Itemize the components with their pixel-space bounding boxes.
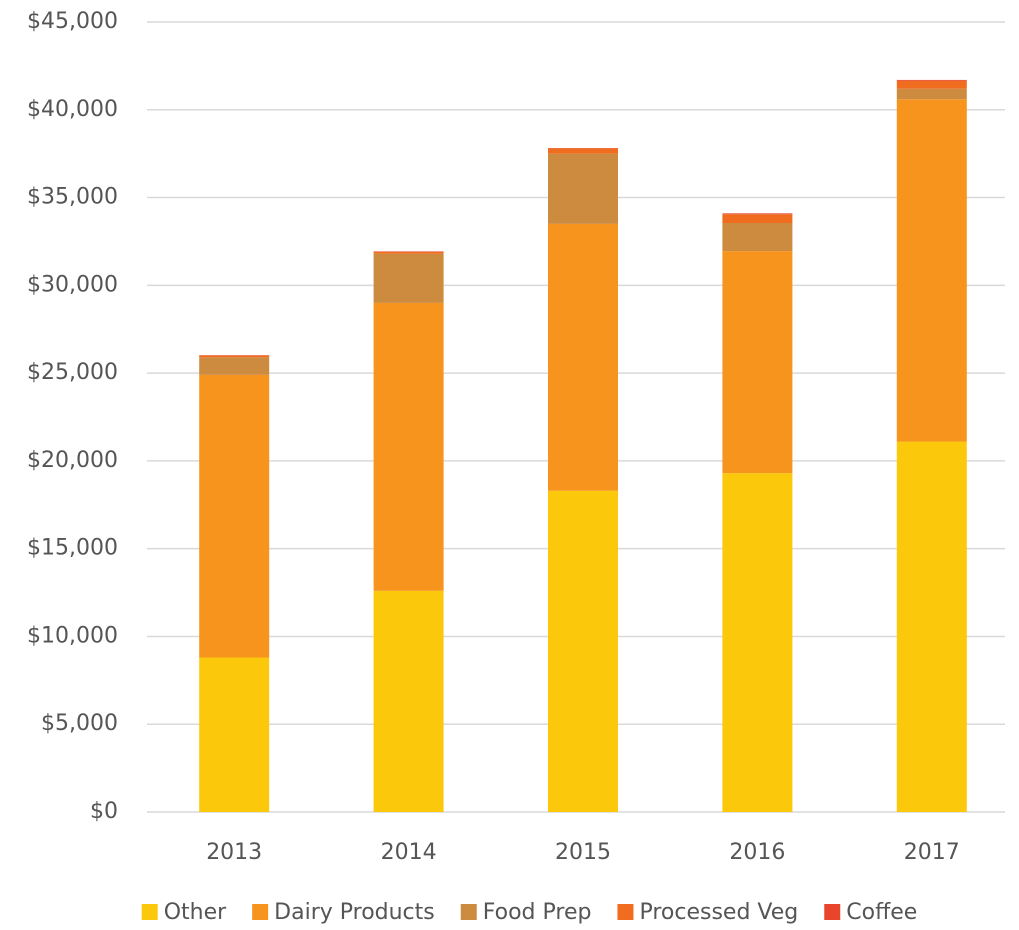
bar-segment (373, 253, 444, 303)
y-tick-label: $45,000 (27, 9, 118, 34)
bar-segment (373, 302, 444, 591)
bar-segment (896, 88, 967, 100)
bar-segment (548, 153, 618, 224)
x-tick-label: 2016 (729, 840, 785, 865)
y-tick-label: $0 (90, 799, 118, 824)
x-tick-label: 2015 (555, 840, 611, 865)
bar-segment (548, 148, 618, 154)
y-tick-label: $5,000 (41, 711, 118, 736)
legend-swatch (252, 904, 269, 920)
bar-segment (199, 657, 270, 812)
bar-segment (373, 590, 444, 812)
legend-swatch (460, 904, 477, 920)
x-tick-label: 2013 (206, 840, 262, 865)
legend-swatch (824, 904, 841, 920)
bar-segment (199, 374, 270, 658)
legend-label: Coffee (846, 900, 917, 925)
legend-label: Other (164, 900, 227, 925)
legend-swatch (617, 904, 634, 920)
x-tick-label: 2014 (381, 840, 437, 865)
bar-segment (722, 214, 793, 224)
bar-segment (896, 441, 967, 812)
y-tick-label: $20,000 (27, 448, 118, 473)
y-tick-label: $15,000 (27, 536, 118, 561)
y-tick-label: $40,000 (27, 97, 118, 122)
bar-segment (548, 223, 618, 491)
y-tick-label: $30,000 (27, 272, 118, 297)
legend-label: Dairy Products (274, 900, 435, 925)
legend-swatch (141, 904, 158, 920)
bar-segment (722, 251, 793, 474)
bar-segment (896, 80, 967, 89)
bar-segment (722, 213, 793, 215)
bar-segment (199, 355, 270, 358)
bar-segment (548, 490, 618, 812)
bar-segment (896, 79, 967, 81)
x-tick-label: 2017 (904, 840, 960, 865)
bar-segment (373, 251, 444, 252)
legend-label: Food Prep (483, 900, 592, 925)
bar-segment (722, 473, 793, 812)
bar-segment (373, 251, 444, 254)
bar-segment (896, 99, 967, 442)
bar-segment (199, 357, 270, 375)
y-tick-label: $35,000 (27, 185, 118, 210)
bar-segment (722, 223, 793, 252)
y-tick-label: $10,000 (27, 623, 118, 648)
legend-label: Processed Veg (639, 900, 798, 925)
y-tick-label: $25,000 (27, 360, 118, 385)
